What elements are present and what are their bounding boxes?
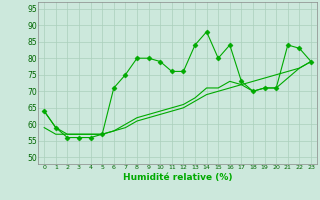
X-axis label: Humidité relative (%): Humidité relative (%): [123, 173, 232, 182]
